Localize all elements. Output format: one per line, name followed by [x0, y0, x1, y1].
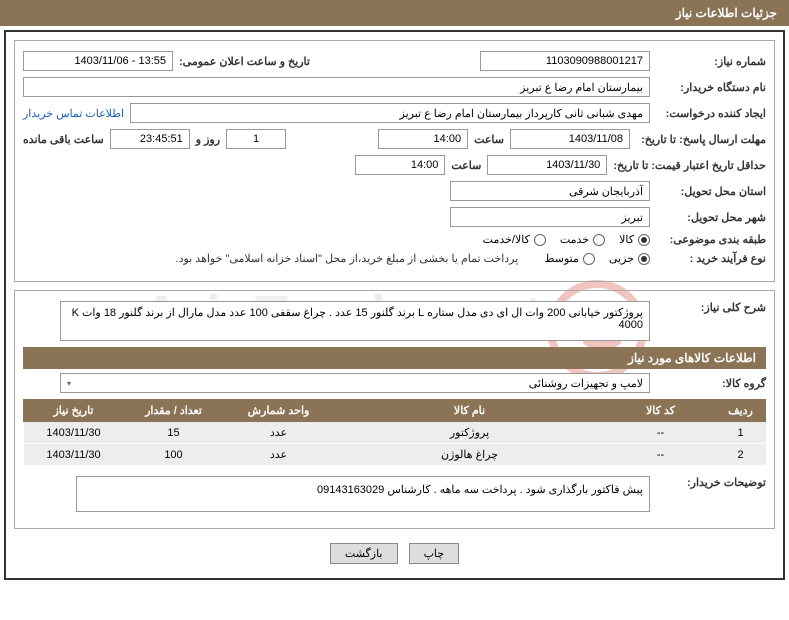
row-response-deadline: مهلت ارسال پاسخ: تا تاریخ: 1403/11/08 سا… [23, 129, 766, 149]
chevron-down-icon: ▾ [67, 379, 71, 388]
field-resp-date: 1403/11/08 [510, 129, 630, 149]
field-city: تبریز [450, 207, 650, 227]
field-valid-time: 14:00 [355, 155, 445, 175]
row-city: شهر محل تحویل: تبریز [23, 207, 766, 227]
label-subject-class: طبقه بندی موضوعی: [656, 233, 766, 246]
row-buyer-notes: توضیحات خریدار: پیش فاکتور بارگذاری شود … [23, 476, 766, 512]
radio-label-khadamat: خدمت [560, 233, 589, 246]
panel-title: جزئیات اطلاعات نیاز [676, 6, 777, 20]
radio-group-purchase: جزیی متوسط [544, 252, 650, 265]
radio-kala[interactable] [638, 234, 650, 246]
radio-label-both: کالا/خدمت [483, 233, 530, 246]
field-buyer-org: بیمارستان امام رضا ع تبریز [23, 77, 650, 97]
select-goods-group[interactable]: لامپ و تجهیزات روشنائی ▾ [60, 373, 650, 393]
row-province: استان محل تحویل: آذربایجان شرقی [23, 181, 766, 201]
field-requester: مهدی شبانی ثانی کارپرداز بیمارستان امام … [130, 103, 650, 123]
label-response-deadline: مهلت ارسال پاسخ: تا تاریخ: [636, 133, 766, 146]
table-header-row: ردیف کد کالا نام کالا واحد شمارش تعداد /… [24, 400, 766, 422]
panel-header: جزئیات اطلاعات نیاز [0, 0, 789, 26]
radio-label-minor: جزیی [609, 252, 634, 265]
label-need-no: شماره نیاز: [656, 55, 766, 68]
label-day-and: روز و [196, 133, 220, 146]
th-qty: تعداد / مقدار [124, 400, 224, 422]
label-buyer-notes: توضیحات خریدار: [656, 476, 766, 489]
main-container: شماره نیاز: 1103090988001217 تاریخ و ساع… [4, 30, 785, 580]
radio-label-kala: کالا [619, 233, 634, 246]
radio-label-medium: متوسط [544, 252, 579, 265]
field-announce-date: 13:55 - 1403/11/06 [23, 51, 173, 71]
radio-item-both[interactable]: کالا/خدمت [483, 233, 546, 246]
th-name: نام کالا [334, 400, 606, 422]
field-valid-date: 1403/11/30 [487, 155, 607, 175]
button-row: چاپ بازگشت [14, 537, 775, 570]
cell-row-1: 1 [716, 422, 766, 444]
radio-khadamat[interactable] [593, 234, 605, 246]
label-purchase-type: نوع فرآیند خرید : [656, 252, 766, 265]
select-goods-group-value: لامپ و تجهیزات روشنائی [529, 377, 643, 390]
radio-item-khadamat[interactable]: خدمت [560, 233, 605, 246]
print-button[interactable]: چاپ [409, 543, 460, 564]
cell-name-2: چراغ هالوژن [334, 444, 606, 466]
row-need-no: شماره نیاز: 1103090988001217 تاریخ و ساع… [23, 51, 766, 71]
label-province: استان محل تحویل: [656, 185, 766, 198]
label-hour-2: ساعت [451, 159, 481, 172]
field-province: آذربایجان شرقی [450, 181, 650, 201]
cell-unit-2: عدد [224, 444, 334, 466]
cell-qty-1: 15 [124, 422, 224, 444]
summary-box: شرح کلی نیاز: پروژکتور خیابانی 200 وات ا… [14, 290, 775, 529]
label-announce-date: تاریخ و ساعت اعلان عمومی: [179, 55, 310, 68]
field-days: 1 [226, 129, 286, 149]
row-goods-group: گروه کالا: لامپ و تجهیزات روشنائی ▾ [23, 373, 766, 393]
row-need-summary: شرح کلی نیاز: پروژکتور خیابانی 200 وات ا… [23, 301, 766, 341]
field-need-no: 1103090988001217 [480, 51, 650, 71]
th-row: ردیف [716, 400, 766, 422]
cell-qty-2: 100 [124, 444, 224, 466]
label-buyer-org: نام دستگاه خریدار: [656, 81, 766, 94]
row-price-validity: حداقل تاریخ اعتبار قیمت: تا تاریخ: 1403/… [23, 155, 766, 175]
field-need-summary: پروژکتور خیابانی 200 وات ال ای دی مدل ست… [60, 301, 650, 341]
link-buyer-contact[interactable]: اطلاعات تماس خریدار [23, 107, 124, 120]
label-city: شهر محل تحویل: [656, 211, 766, 224]
label-goods-group: گروه کالا: [656, 377, 766, 390]
radio-group-subject: کالا خدمت کالا/خدمت [483, 233, 650, 246]
cell-unit-1: عدد [224, 422, 334, 444]
th-date: تاریخ نیاز [24, 400, 124, 422]
radio-item-minor[interactable]: جزیی [609, 252, 650, 265]
cell-code-1: -- [606, 422, 716, 444]
field-countdown: 23:45:51 [110, 129, 190, 149]
radio-both[interactable] [534, 234, 546, 246]
label-need-summary: شرح کلی نیاز: [656, 301, 766, 314]
table-row: 2 -- چراغ هالوژن عدد 100 1403/11/30 [24, 444, 766, 466]
field-resp-time: 14:00 [378, 129, 468, 149]
row-requester: ایجاد کننده درخواست: مهدی شبانی ثانی کار… [23, 103, 766, 123]
th-unit: واحد شمارش [224, 400, 334, 422]
row-buyer-org: نام دستگاه خریدار: بیمارستان امام رضا ع … [23, 77, 766, 97]
field-buyer-notes: پیش فاکتور بارگذاری شود . پرداخت سه ماهه… [76, 476, 650, 512]
radio-item-kala[interactable]: کالا [619, 233, 650, 246]
row-purchase-type: نوع فرآیند خرید : جزیی متوسط پرداخت تمام… [23, 252, 766, 265]
cell-code-2: -- [606, 444, 716, 466]
cell-row-2: 2 [716, 444, 766, 466]
label-hour-1: ساعت [474, 133, 504, 146]
cell-date-2: 1403/11/30 [24, 444, 124, 466]
label-price-validity: حداقل تاریخ اعتبار قیمت: تا تاریخ: [613, 159, 766, 172]
radio-medium[interactable] [583, 253, 595, 265]
cell-date-1: 1403/11/30 [24, 422, 124, 444]
details-box: شماره نیاز: 1103090988001217 تاریخ و ساع… [14, 40, 775, 282]
label-remaining: ساعت باقی مانده [23, 133, 104, 146]
row-subject-class: طبقه بندی موضوعی: کالا خدمت کالا/خدمت [23, 233, 766, 246]
table-row: 1 -- پروژکتور عدد 15 1403/11/30 [24, 422, 766, 444]
back-button[interactable]: بازگشت [330, 543, 398, 564]
radio-item-medium[interactable]: متوسط [544, 252, 595, 265]
label-requester: ایجاد کننده درخواست: [656, 107, 766, 120]
th-code: کد کالا [606, 400, 716, 422]
section-goods-title: اطلاعات کالاهای مورد نیاز [23, 347, 766, 369]
radio-minor[interactable] [638, 253, 650, 265]
payment-note: پرداخت تمام یا بخشی از مبلغ خرید،از محل … [176, 252, 519, 265]
cell-name-1: پروژکتور [334, 422, 606, 444]
goods-table: ردیف کد کالا نام کالا واحد شمارش تعداد /… [23, 399, 766, 466]
